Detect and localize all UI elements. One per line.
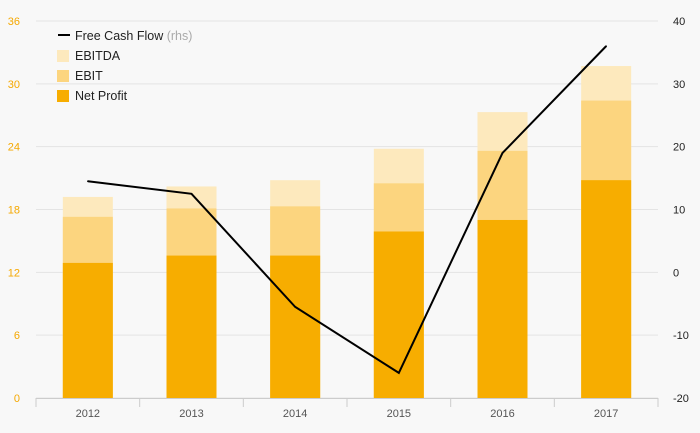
legend-label-net-profit: Net Profit [75, 89, 128, 103]
y-right-tick-label: 20 [673, 142, 685, 154]
bar-net-profit-2017 [581, 180, 632, 398]
y-left-tick-label: 36 [8, 16, 20, 28]
axes: 2012 2013 2014 2015 2016 2017 0 6 12 18 24 30 36 -20 -… [8, 16, 689, 420]
x-tick-label: 2016 [490, 408, 514, 420]
gridlines [36, 20, 658, 399]
x-tick-label: 2017 [594, 408, 618, 420]
y-left-tick-label: 6 [14, 330, 20, 342]
y-right-tick-label: -20 [673, 393, 689, 405]
point-free-cash-flow-2014 [294, 306, 296, 308]
legend: Free Cash Flow (rhs) EBITDA EBIT Net Pro… [57, 29, 192, 103]
point-free-cash-flow-2013 [190, 192, 193, 195]
bar-net-profit-2015 [373, 231, 424, 398]
y-left-tick-label: 0 [14, 393, 20, 405]
y-right-tick-label: 40 [673, 16, 685, 28]
y-right-tick-label: 10 [673, 205, 685, 217]
legend-label-free-cash-flow: Free Cash Flow (rhs) [75, 29, 192, 43]
x-tick-label: 2012 [76, 408, 100, 420]
bar-net-profit-2014 [270, 255, 321, 398]
y-right-tick-label: -10 [673, 330, 689, 342]
y-right-tick-label: 30 [673, 79, 685, 91]
point-free-cash-flow-2012 [87, 180, 89, 183]
legend-label-ebitda: EBITDA [75, 49, 121, 63]
bar-net-profit-2012 [62, 262, 113, 398]
legend-swatch-ebit [57, 70, 69, 82]
line-free-cash-flow [87, 45, 607, 375]
y-right-tick-label: 0 [673, 267, 679, 279]
bar-net-profit-2016 [477, 219, 528, 398]
legend-label-ebit: EBIT [75, 69, 103, 83]
y-left-tick-label: 12 [8, 267, 20, 279]
x-tick-label: 2014 [283, 408, 307, 420]
bar-net-profit-2013 [166, 255, 217, 398]
y-left-tick-label: 24 [8, 142, 20, 154]
legend-swatch-net-profit [57, 90, 69, 102]
line-series [87, 45, 607, 375]
legend-swatch-ebitda [57, 50, 69, 62]
point-free-cash-flow-2015 [398, 372, 400, 374]
point-free-cash-flow-2016 [501, 152, 504, 154]
bars [62, 66, 632, 399]
x-tick-label: 2015 [387, 408, 411, 420]
y-left-tick-label: 18 [8, 205, 20, 217]
x-tick-label: 2013 [179, 408, 203, 420]
y-left-tick-label: 30 [8, 79, 20, 91]
point-free-cash-flow-2017 [605, 45, 607, 47]
